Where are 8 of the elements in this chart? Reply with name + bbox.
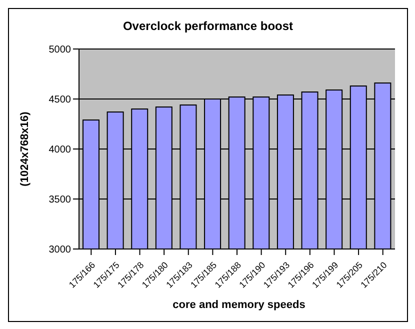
x-axis-title: core and memory speeds [172, 299, 306, 311]
y-tick-label: 3000 [48, 244, 72, 256]
chart-title: Overclock performance boost [122, 19, 294, 33]
y-axis-title: (1024x768x16) [18, 111, 31, 186]
y-tick-label: 3500 [48, 194, 72, 206]
y-tick-label: 4000 [48, 144, 72, 156]
y-tick-label: 4500 [48, 94, 72, 106]
y-tick-label: 5000 [48, 44, 72, 56]
